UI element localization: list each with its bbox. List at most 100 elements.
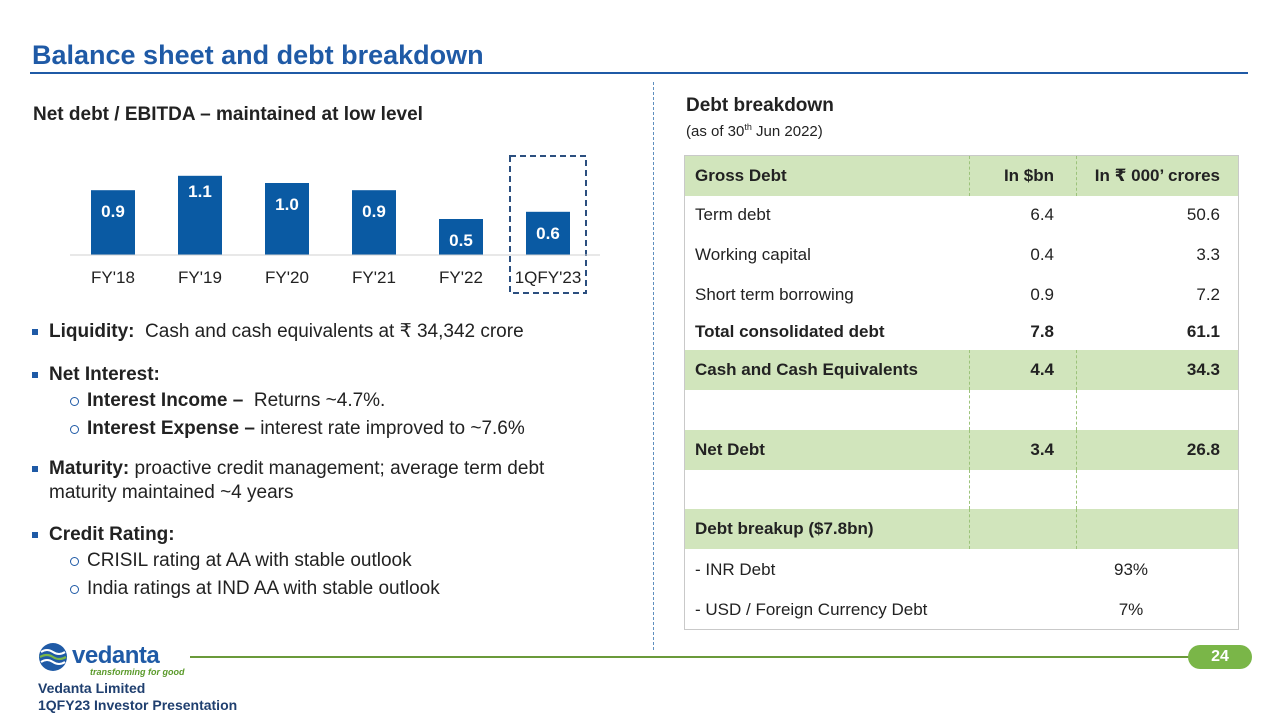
bullet-square-icon (32, 372, 38, 378)
bullet-square-icon (32, 532, 38, 538)
table-row-spacer (685, 469, 1238, 510)
table-row-breakup: - USD / Foreign Currency Debt 7% (685, 591, 1238, 629)
row-label: Cash and Cash Equivalents (695, 360, 918, 380)
row-usd: 3.4 (969, 429, 1076, 470)
row-inr: 61.1 (1186, 322, 1220, 342)
chart-title: Net debt / EBITDA – maintained at low le… (33, 104, 423, 125)
x-tick-label: FY'19 (178, 268, 222, 287)
row-usd: 6.4 (1030, 205, 1054, 225)
sub-bullet-interest-income: Interest Income – Returns ~4.7%. (32, 387, 632, 415)
spacer-cell (685, 470, 969, 510)
row-label: - INR Debt (695, 559, 776, 579)
bullet-circle-icon (70, 397, 79, 406)
bullet-credit-rating: Credit Rating: (32, 523, 632, 547)
date-suffix: th (744, 122, 752, 132)
bullet-label: Interest Income – (87, 390, 244, 411)
row-inr: 7.2 (1196, 284, 1220, 304)
bar-value-label: 0.9 (362, 202, 386, 221)
bullet-circle-icon (70, 557, 79, 566)
debt-breakdown-title: Debt breakdown (686, 95, 834, 116)
spacer-cell (685, 390, 969, 430)
bar-5 (526, 211, 570, 255)
bullet-maturity: Maturity: proactive credit management; a… (32, 457, 632, 505)
key-points: Liquidity: Cash and cash equivalents at … (32, 320, 632, 603)
row-inr: 3.3 (1196, 244, 1220, 264)
bar-value-label: 1.0 (275, 195, 299, 214)
debt-breakdown-date: (as of 30th Jun 2022) (686, 122, 823, 140)
footer-company: Vedanta Limited 1QFY23 Investor Presenta… (38, 680, 237, 714)
bullet-text: proactive credit management; average ter… (134, 458, 545, 479)
row-usd: 4.4 (969, 350, 1076, 391)
spacer-cell (1076, 469, 1238, 510)
footer-rule (190, 656, 1195, 658)
bar-2 (265, 183, 309, 255)
row-inr: 34.3 (1076, 350, 1238, 391)
bullet-text: India ratings at IND AA with stable outl… (87, 578, 440, 599)
bullet-net-interest: Net Interest: (32, 363, 632, 387)
table-row-net-debt: Net Debt 3.4 26.8 (685, 429, 1238, 470)
row-inr: 26.8 (1076, 429, 1238, 470)
table-row-spacer (685, 390, 1238, 430)
bullet-text: Returns ~4.7%. (253, 390, 386, 411)
bar-1 (178, 175, 222, 255)
spacer-cell (969, 390, 1076, 430)
bar-0 (91, 190, 135, 255)
row-inr: 50.6 (1186, 205, 1220, 225)
net-debt-ebitda-chart: 0.9 FY'18 1.1 FY'19 1.0 FY'20 0.9 FY'21 0.5 FY'22… (70, 155, 600, 294)
sub-bullet-interest-expense: Interest Expense – interest rate improve… (32, 415, 632, 443)
bar-value-label: 0.6 (536, 224, 560, 243)
header-usd-bn: In $bn (969, 156, 1076, 196)
company-name: Vedanta Limited (38, 680, 146, 696)
bullet-label: Credit Rating: (49, 524, 175, 545)
table-row: Term debt 6.4 50.6 (685, 196, 1238, 236)
sub-bullet-india-ratings: India ratings at IND AA with stable outl… (32, 575, 632, 603)
bullet-label: Liquidity: (49, 321, 135, 342)
bullet-text: interest rate improved to ~7.6% (260, 418, 525, 439)
row-share: 93% (1113, 559, 1149, 579)
vertical-divider (653, 82, 654, 650)
row-usd: 0.9 (1030, 284, 1054, 304)
x-tick-label: FY'20 (265, 268, 309, 287)
highlight-box (509, 155, 587, 294)
bullet-square-icon (32, 466, 38, 472)
bullet-label: Net Interest: (49, 364, 160, 385)
debt-table: Gross Debt In $bn In ₹ 000’ crores Term … (684, 155, 1239, 630)
row-label: - USD / Foreign Currency Debt (695, 599, 928, 619)
bullet-square-icon (32, 329, 38, 335)
empty-cell (1076, 509, 1238, 549)
bullet-circle-icon (70, 585, 79, 594)
row-label: Term debt (695, 205, 771, 225)
bullet-text: Cash and cash equivalents at ₹ 34,342 cr… (145, 321, 524, 342)
spacer-cell (1076, 390, 1238, 430)
bar-value-label: 0.5 (449, 231, 473, 250)
logo-tagline: transforming for good (90, 667, 185, 677)
logo-mark-icon (39, 643, 67, 671)
spacer-cell (969, 469, 1076, 510)
table-row: Short term borrowing 0.9 7.2 (685, 275, 1238, 315)
sub-bullet-crisil: CRISIL rating at AA with stable outlook (32, 547, 632, 575)
bullet-label: Maturity: (49, 458, 130, 479)
x-tick-label: FY'21 (352, 268, 396, 287)
header-gross-debt: Gross Debt (695, 165, 787, 185)
date-prefix: (as of 30 (686, 123, 745, 140)
row-share: 7% (1118, 599, 1144, 619)
row-label: Net Debt (695, 439, 765, 459)
row-label: Total consolidated debt (695, 322, 885, 342)
bullet-label: Interest Expense – (87, 418, 255, 439)
row-usd: 7.8 (1030, 322, 1054, 342)
header-inr-crores: In ₹ 000’ crores (1076, 156, 1238, 196)
vedanta-logo: vedanta transforming for good (38, 640, 198, 680)
table-row: Working capital 0.4 3.3 (685, 235, 1238, 275)
title-rule (30, 72, 1248, 74)
bullet-circle-icon (70, 425, 79, 434)
bullet-text: CRISIL rating at AA with stable outlook (87, 550, 412, 571)
bullet-text-continued: maturity maintained ~4 years (49, 482, 294, 503)
bullet-liquidity: Liquidity: Cash and cash equivalents at … (32, 320, 632, 344)
row-label: Debt breakup ($7.8bn) (695, 518, 874, 538)
empty-cell (969, 509, 1076, 549)
table-row-total: Total consolidated debt 7.8 61.1 (685, 314, 1238, 350)
table-row-breakup: - INR Debt 93% (685, 549, 1238, 591)
x-tick-label: FY'18 (91, 268, 135, 287)
row-usd: 0.4 (1030, 244, 1054, 264)
page-title: Balance sheet and debt breakdown (32, 40, 484, 70)
